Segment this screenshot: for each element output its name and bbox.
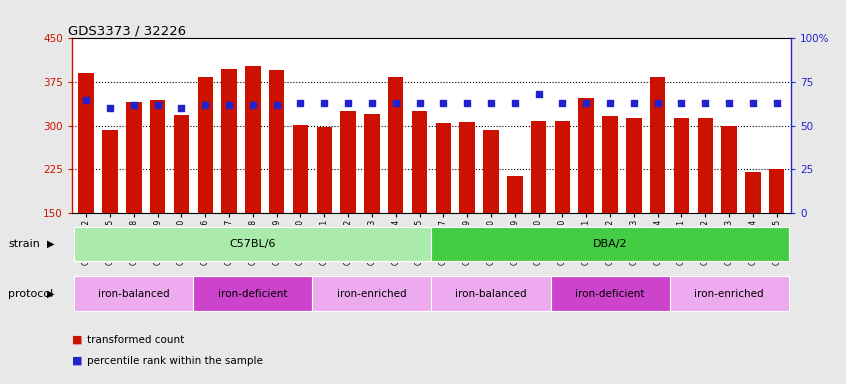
Bar bbox=[698, 118, 713, 213]
Bar bbox=[669, 276, 788, 311]
Point bbox=[174, 105, 188, 111]
Bar bbox=[340, 111, 356, 213]
Bar bbox=[431, 227, 788, 261]
Point bbox=[746, 100, 760, 106]
Bar bbox=[459, 122, 475, 213]
Text: iron-enriched: iron-enriched bbox=[695, 289, 764, 299]
Point bbox=[246, 102, 260, 108]
Bar bbox=[364, 114, 380, 213]
Bar bbox=[436, 123, 451, 213]
Bar bbox=[431, 276, 551, 311]
Text: transformed count: transformed count bbox=[87, 335, 184, 345]
Bar bbox=[74, 227, 431, 261]
Point bbox=[460, 100, 474, 106]
Point bbox=[437, 100, 450, 106]
Bar bbox=[531, 121, 547, 213]
Bar bbox=[507, 176, 523, 213]
Text: strain: strain bbox=[8, 239, 41, 249]
Point bbox=[103, 105, 117, 111]
Text: iron-balanced: iron-balanced bbox=[455, 289, 527, 299]
Bar bbox=[293, 124, 308, 213]
Bar bbox=[579, 98, 594, 213]
Text: percentile rank within the sample: percentile rank within the sample bbox=[87, 356, 263, 366]
Bar bbox=[602, 116, 618, 213]
Bar bbox=[555, 121, 570, 213]
Bar bbox=[222, 69, 237, 213]
Bar bbox=[102, 130, 118, 213]
Bar bbox=[769, 169, 784, 213]
Bar bbox=[269, 70, 284, 213]
Bar bbox=[745, 172, 761, 213]
Point bbox=[508, 100, 522, 106]
Bar bbox=[483, 130, 499, 213]
Bar bbox=[722, 126, 737, 213]
Bar bbox=[150, 99, 165, 213]
Bar bbox=[626, 118, 641, 213]
Text: iron-balanced: iron-balanced bbox=[98, 289, 170, 299]
Text: iron-enriched: iron-enriched bbox=[337, 289, 407, 299]
Point bbox=[151, 102, 164, 108]
Point bbox=[651, 100, 664, 106]
Point bbox=[317, 100, 331, 106]
Point bbox=[199, 102, 212, 108]
Bar bbox=[388, 78, 404, 213]
Point bbox=[341, 100, 354, 106]
Point bbox=[675, 100, 689, 106]
Text: C57BL/6: C57BL/6 bbox=[229, 239, 276, 249]
Bar bbox=[74, 276, 194, 311]
Text: iron-deficient: iron-deficient bbox=[218, 289, 288, 299]
Point bbox=[722, 100, 736, 106]
Point bbox=[484, 100, 497, 106]
Point bbox=[556, 100, 569, 106]
Point bbox=[389, 100, 403, 106]
Bar bbox=[312, 276, 431, 311]
Bar bbox=[245, 66, 261, 213]
Bar bbox=[551, 276, 669, 311]
Point bbox=[699, 100, 712, 106]
Bar bbox=[412, 111, 427, 213]
Point bbox=[80, 96, 93, 103]
Point bbox=[270, 102, 283, 108]
Text: ■: ■ bbox=[72, 335, 82, 345]
Text: GDS3373 / 32226: GDS3373 / 32226 bbox=[69, 24, 186, 37]
Bar bbox=[673, 118, 689, 213]
Point bbox=[127, 102, 140, 108]
Text: DBA/2: DBA/2 bbox=[593, 239, 628, 249]
Point bbox=[222, 102, 236, 108]
Text: iron-deficient: iron-deficient bbox=[575, 289, 645, 299]
Text: protocol: protocol bbox=[8, 289, 53, 299]
Text: ■: ■ bbox=[72, 356, 82, 366]
Point bbox=[365, 100, 379, 106]
Bar bbox=[316, 127, 332, 213]
Bar bbox=[194, 276, 312, 311]
Point bbox=[580, 100, 593, 106]
Bar bbox=[126, 103, 141, 213]
Point bbox=[532, 91, 546, 98]
Bar bbox=[650, 77, 666, 213]
Point bbox=[603, 100, 617, 106]
Bar bbox=[173, 115, 190, 213]
Text: ▶: ▶ bbox=[47, 239, 54, 249]
Point bbox=[770, 100, 783, 106]
Point bbox=[294, 100, 307, 106]
Text: ▶: ▶ bbox=[47, 289, 54, 299]
Point bbox=[413, 100, 426, 106]
Bar bbox=[197, 78, 213, 213]
Point bbox=[627, 100, 640, 106]
Bar bbox=[79, 73, 94, 213]
